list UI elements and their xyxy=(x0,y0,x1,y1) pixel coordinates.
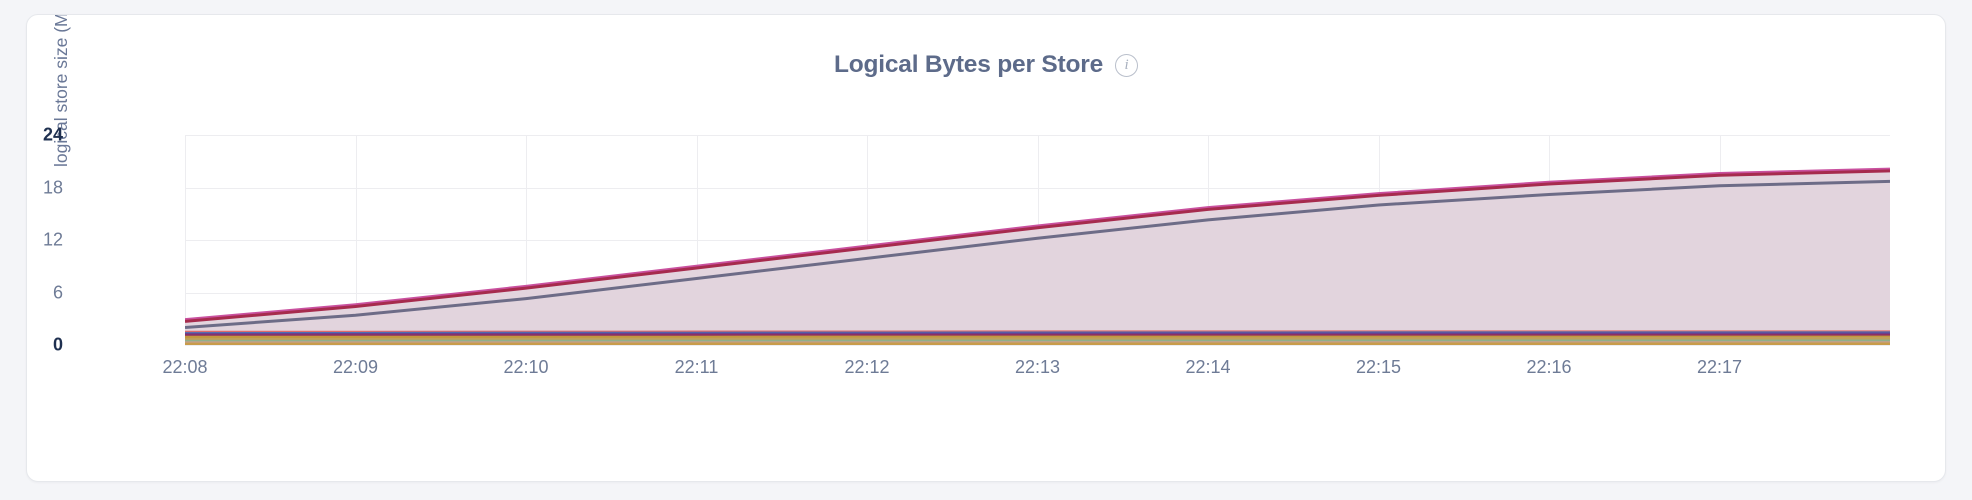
series-line[interactable] xyxy=(185,169,1890,320)
x-axis-tick-label: 22:13 xyxy=(1014,357,1061,377)
x-axis-tick-label: 22:08 xyxy=(162,357,208,377)
gridline-v xyxy=(185,135,186,345)
x-axis-tick-label: 22:16 xyxy=(1526,357,1572,377)
series-line[interactable] xyxy=(185,171,1890,322)
x-axis-tick-label: 22:17 xyxy=(1696,357,1743,377)
gridline-h xyxy=(185,345,1890,346)
y-axis-tick-label: 0 xyxy=(52,334,63,355)
x-axis-tick-label: 22:12 xyxy=(844,357,890,377)
chart-card: Logical Bytes per Store i logical store … xyxy=(26,14,1946,482)
info-circle-icon[interactable]: i xyxy=(1115,53,1139,77)
gridline-v xyxy=(526,135,527,345)
y-axis-tick-label: 6 xyxy=(52,282,63,302)
series-area xyxy=(185,181,1890,345)
x-axis-tick-label: 22:11 xyxy=(674,357,719,377)
gridline-v xyxy=(867,135,868,345)
chart-plot: logical store size (MiB) 24 18 12 6 0 22:08 2… xyxy=(27,15,1945,481)
x-axis-tick-label: 22:15 xyxy=(1355,357,1402,377)
page-title: Logical Bytes per Store xyxy=(833,51,1104,78)
series-layer xyxy=(185,135,1890,345)
series-line[interactable] xyxy=(185,181,1890,327)
plot-area: 24 18 12 6 0 22:08 22:09 22:10 22:11 22:12 22:13 2… xyxy=(43,125,1890,377)
x-axis-tick-label: 22:10 xyxy=(503,357,549,377)
gridline-v xyxy=(696,135,698,345)
x-axis-tick-label: 22:09 xyxy=(332,357,379,377)
card-header: Logical Bytes per Store i xyxy=(27,51,1945,79)
y-axis-tick-label: 12 xyxy=(42,229,63,250)
gridline-v xyxy=(355,135,357,345)
y-axis-tick-label: 18 xyxy=(42,177,63,197)
x-axis-tick-label: 22:14 xyxy=(1185,357,1231,377)
y-axis-tick-label: 24 xyxy=(42,124,63,145)
series-line[interactable] xyxy=(185,339,1890,340)
